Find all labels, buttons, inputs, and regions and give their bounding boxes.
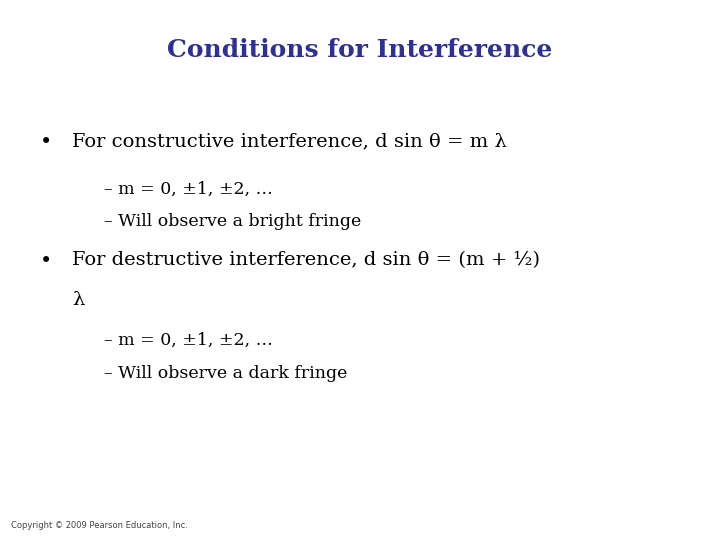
Text: – m = 0, ±1, ±2, …: – m = 0, ±1, ±2, … — [104, 332, 274, 349]
Text: •: • — [40, 132, 52, 152]
Text: For destructive interference, d sin θ = (m + ½): For destructive interference, d sin θ = … — [72, 251, 540, 269]
Text: •: • — [40, 251, 52, 271]
Text: – Will observe a bright fringe: – Will observe a bright fringe — [104, 213, 361, 230]
Text: – Will observe a dark fringe: – Will observe a dark fringe — [104, 364, 348, 381]
Text: For constructive interference, d sin θ = m λ: For constructive interference, d sin θ =… — [72, 132, 507, 150]
Text: Conditions for Interference: Conditions for Interference — [167, 38, 553, 62]
Text: – m = 0, ±1, ±2, …: – m = 0, ±1, ±2, … — [104, 181, 274, 198]
Text: Copyright © 2009 Pearson Education, Inc.: Copyright © 2009 Pearson Education, Inc. — [11, 521, 188, 530]
Text: λ: λ — [72, 291, 84, 308]
